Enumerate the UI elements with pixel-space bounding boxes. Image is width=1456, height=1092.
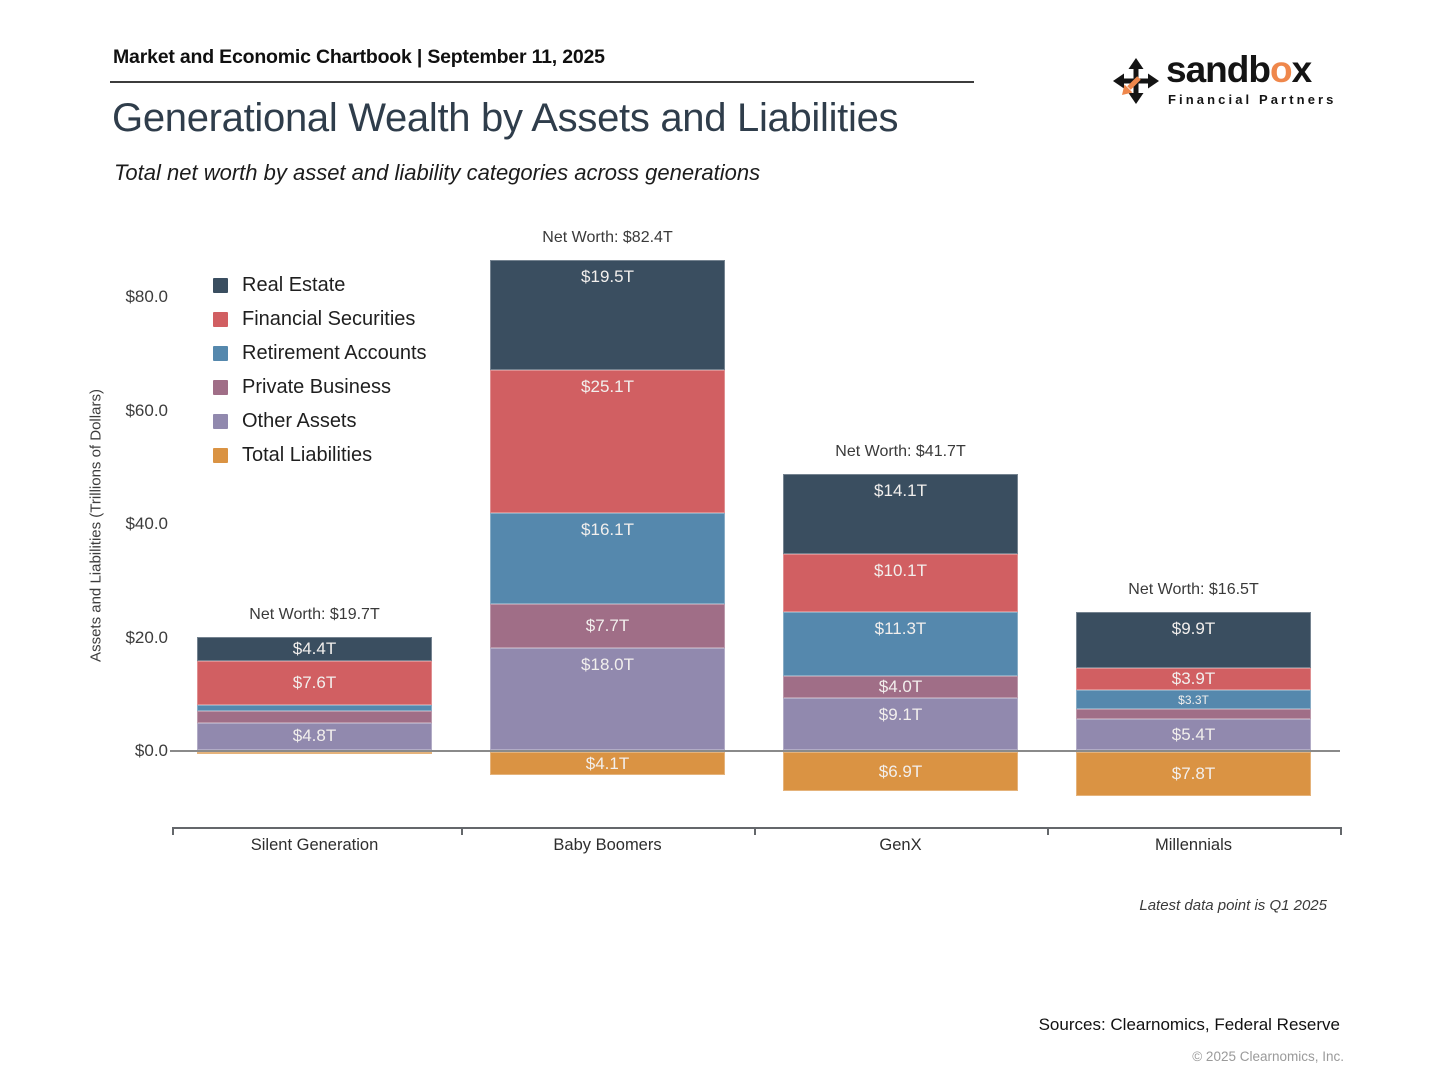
- segment-value-label: $19.5T: [581, 266, 634, 286]
- bar-segment: [197, 704, 432, 712]
- x-axis-tick: [172, 827, 174, 835]
- segment-value-label: $4.8T: [292, 726, 337, 746]
- x-axis-line: [172, 827, 1340, 829]
- legend-item: Real Estate: [213, 268, 427, 302]
- bar-segment: $9.1T: [783, 698, 1018, 750]
- bar-segment: [197, 711, 432, 723]
- segment-value-label: $9.1T: [878, 705, 923, 725]
- segment-value-label: $4.4T: [292, 638, 337, 658]
- bar-segment: $4.4T: [197, 636, 432, 662]
- segment-value-label: $7.8T: [1171, 764, 1216, 784]
- legend-item: Private Business: [213, 370, 427, 404]
- bar-segment: $9.9T: [1076, 612, 1311, 669]
- chart-footnote: Latest data point is Q1 2025: [1139, 897, 1327, 914]
- bar-segment: $10.1T: [783, 554, 1018, 612]
- y-tick-label: $60.0: [125, 400, 168, 420]
- page-title: Generational Wealth by Assets and Liabil…: [112, 96, 899, 140]
- segment-value-label: $9.9T: [1171, 619, 1216, 639]
- legend-swatch: [213, 345, 228, 361]
- bar-segment: $16.1T: [490, 512, 725, 605]
- legend-swatch: [213, 311, 228, 327]
- copyright-text: © 2025 Clearnomics, Inc.: [1192, 1049, 1344, 1064]
- legend-swatch: [213, 379, 228, 395]
- liability-segment: [197, 752, 432, 754]
- legend-label: Private Business: [242, 375, 391, 398]
- segment-value-label: $3.9T: [1171, 669, 1216, 689]
- net-worth-label: Net Worth: $82.4T: [542, 228, 673, 246]
- segment-value-label: $5.4T: [1171, 724, 1216, 744]
- category-label: Millennials: [1154, 836, 1233, 854]
- bar-segment: [1076, 709, 1311, 720]
- x-axis-tick: [754, 827, 756, 835]
- y-tick-label: $0.0: [134, 741, 168, 760]
- liability-segment: $4.1T: [490, 752, 725, 776]
- y-tick-label: $80.0: [125, 287, 168, 306]
- move-arrows-icon: [1113, 58, 1159, 104]
- bar-segment: $7.6T: [197, 661, 432, 705]
- segment-value-label: $6.9T: [878, 761, 923, 781]
- legend-swatch: [213, 277, 228, 293]
- legend-item: Financial Securities: [213, 302, 427, 336]
- bar-segment: $4.0T: [783, 675, 1018, 699]
- category-label: Baby Boomers: [553, 836, 662, 854]
- legend-item: Other Assets: [213, 404, 427, 438]
- legend-label: Real Estate: [242, 273, 346, 296]
- report-header-title: Market and Economic Chartbook | Septembe…: [113, 46, 605, 68]
- bar-segment: $19.5T: [490, 259, 725, 371]
- legend-swatch: [213, 447, 228, 463]
- legend-label: Total Liabilities: [242, 443, 373, 466]
- segment-value-label: $16.1T: [581, 519, 634, 539]
- legend-swatch: [213, 413, 228, 429]
- segment-value-label: $4.0T: [878, 677, 923, 696]
- legend-item: Retirement Accounts: [213, 336, 427, 370]
- segment-value-label: $10.1T: [874, 561, 927, 581]
- bar-segment: $5.4T: [1076, 719, 1311, 750]
- chart-legend: Real Estate Financial Securities Retiremen…: [213, 268, 427, 472]
- header-divider: [110, 81, 974, 83]
- zero-baseline: [170, 750, 1340, 752]
- x-axis-tick: [461, 827, 463, 835]
- net-worth-label: Net Worth: $16.5T: [1128, 581, 1259, 599]
- y-tick-label: $20.0: [125, 627, 168, 647]
- logo: sandbox Financial Partners: [1112, 49, 1342, 111]
- legend-label: Retirement Accounts: [242, 341, 427, 364]
- page-subtitle: Total net worth by asset and liability c…: [114, 160, 761, 185]
- x-axis-tick: [1047, 827, 1049, 835]
- bar-segment: $7.7T: [490, 604, 725, 648]
- segment-value-label: $7.6T: [292, 673, 337, 693]
- bar-segment: $3.3T: [1076, 690, 1311, 710]
- segment-value-label: $18.0T: [581, 654, 634, 674]
- y-tick-label: $40.0: [125, 514, 168, 533]
- net-worth-label: Net Worth: $41.7T: [835, 443, 966, 461]
- bar-segment: $25.1T: [490, 370, 725, 513]
- logo-wordmark: sandbox: [1166, 49, 1312, 90]
- net-worth-label: Net Worth: $19.7T: [249, 605, 380, 623]
- bar-segment: $11.3T: [783, 611, 1018, 676]
- segment-value-label: $11.3T: [874, 618, 927, 638]
- segment-value-label: $25.1T: [581, 377, 634, 397]
- category-label: GenX: [879, 836, 922, 854]
- bar-segment: $3.9T: [1076, 668, 1311, 691]
- legend-item: Total Liabilities: [213, 438, 427, 472]
- segment-value-label: $7.7T: [585, 615, 630, 635]
- legend-label: Other Assets: [242, 409, 357, 432]
- bar-segment: $18.0T: [490, 647, 725, 750]
- bar-segment: $14.1T: [783, 474, 1018, 555]
- segment-value-label: $14.1T: [874, 481, 927, 501]
- x-axis-tick: [1340, 827, 1342, 835]
- category-label: Silent Generation: [250, 836, 379, 854]
- liability-segment: $7.8T: [1076, 752, 1311, 797]
- sources-text: Sources: Clearnomics, Federal Reserve: [1038, 1015, 1340, 1034]
- logo-tagline: Financial Partners: [1168, 92, 1337, 107]
- legend-label: Financial Securities: [242, 307, 416, 330]
- segment-value-label: $3.3T: [1178, 692, 1209, 707]
- bar-segment: $4.8T: [197, 722, 432, 750]
- liability-segment: $6.9T: [783, 752, 1018, 792]
- segment-value-label: $4.1T: [585, 753, 630, 773]
